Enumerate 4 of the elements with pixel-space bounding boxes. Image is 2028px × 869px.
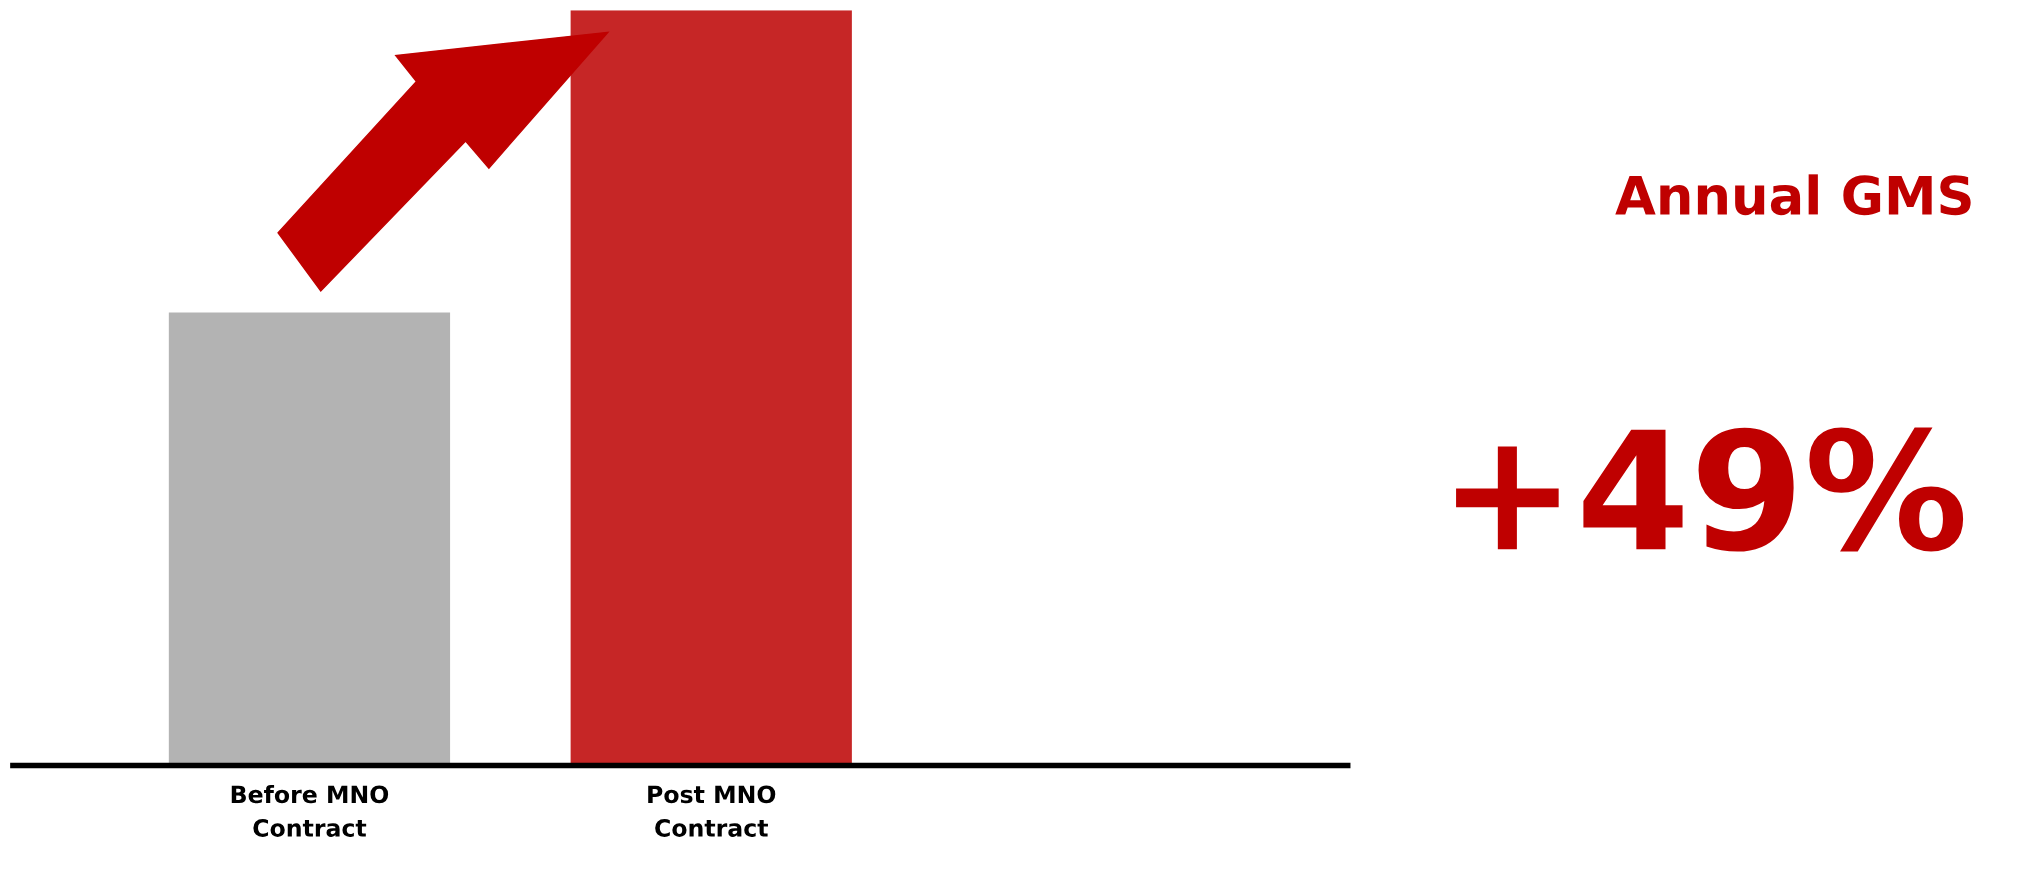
x-tick-label: Post MNO Contract [648, 785, 776, 837]
text: +49% [1456, 427, 1964, 552]
x-tick-label: Before MNO Contract [231, 784, 389, 837]
text: Annual GMS [1615, 174, 1971, 216]
